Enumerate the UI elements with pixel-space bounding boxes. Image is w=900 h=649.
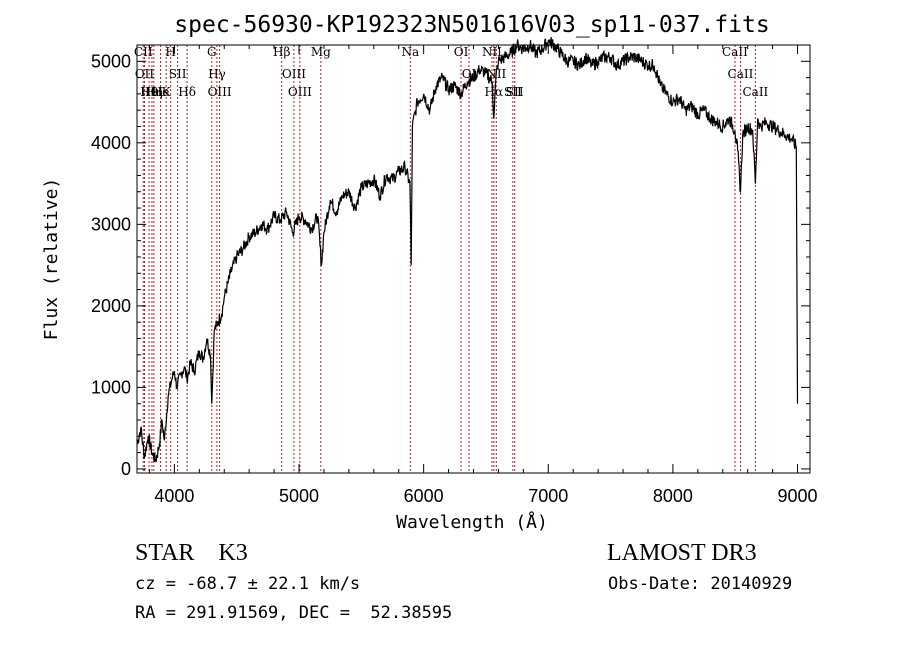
line-label: CaII [742, 85, 768, 99]
x-tick-label: 8000 [653, 486, 693, 506]
chart-title: spec-56930-KP192323N501616V03_sp11-037.f… [174, 12, 769, 38]
line-label: Hθ [140, 85, 158, 99]
line-label: OI [454, 45, 469, 59]
plot-frame [136, 44, 811, 474]
line-label: CaII [728, 67, 754, 81]
y-axis-label: Flux (relative) [41, 178, 62, 341]
line-label: Mg [311, 45, 331, 59]
line-label: He [152, 85, 170, 99]
line-label: HeI [141, 85, 164, 99]
y-tick-label: 0 [121, 459, 131, 479]
spectrum-line [136, 37, 799, 463]
line-label: G [207, 45, 217, 59]
y-tick-label: 3000 [91, 214, 131, 234]
x-tick-label: 5000 [279, 486, 319, 506]
y-tick-label: 1000 [91, 377, 131, 397]
line-label: Hγ [208, 67, 226, 81]
line-label: OIII [282, 67, 306, 81]
line-label: CaII [722, 45, 748, 59]
x-tick-label: 4000 [154, 486, 194, 506]
line-label: OIII [208, 85, 232, 99]
line-label: CII [134, 45, 153, 59]
line-label: Hβ [273, 45, 290, 59]
object-class: STAR K3 [135, 540, 248, 566]
line-label: H [165, 45, 175, 59]
x-tick-label: 9000 [778, 486, 818, 506]
y-axis-ticks: 0 1000 2000 3000 4000 5000 [91, 44, 810, 479]
line-label: SII [506, 85, 524, 99]
line-label: Hη [145, 85, 163, 99]
x-tick-label: 7000 [528, 486, 568, 506]
line-label: SII [169, 67, 187, 81]
coordinates: RA = 291.91569, DEC = 52.38595 [135, 603, 453, 623]
line-label: NII [482, 45, 502, 59]
y-tick-label: 5000 [91, 51, 131, 71]
y-tick-label: 2000 [91, 296, 131, 316]
x-axis-label: Wavelength (Å) [396, 511, 548, 533]
observation-date: Obs-Date: 20140929 [608, 574, 793, 594]
line-label: K [162, 85, 172, 99]
line-label: Hα [485, 85, 504, 99]
redshift-velocity: cz = -68.7 ± 22.1 km/s [135, 574, 361, 594]
y-tick-label: 4000 [91, 133, 131, 153]
survey-name: LAMOST DR3 [607, 540, 757, 566]
line-label: SII [504, 85, 522, 99]
line-label: Hδ [178, 85, 196, 99]
line-label: OII [135, 67, 155, 81]
x-tick-label: 6000 [404, 486, 444, 506]
line-label: Na [401, 45, 419, 59]
x-axis-ticks: 4000 5000 6000 7000 8000 9000 [148, 45, 818, 506]
line-label: OIII [288, 85, 312, 99]
